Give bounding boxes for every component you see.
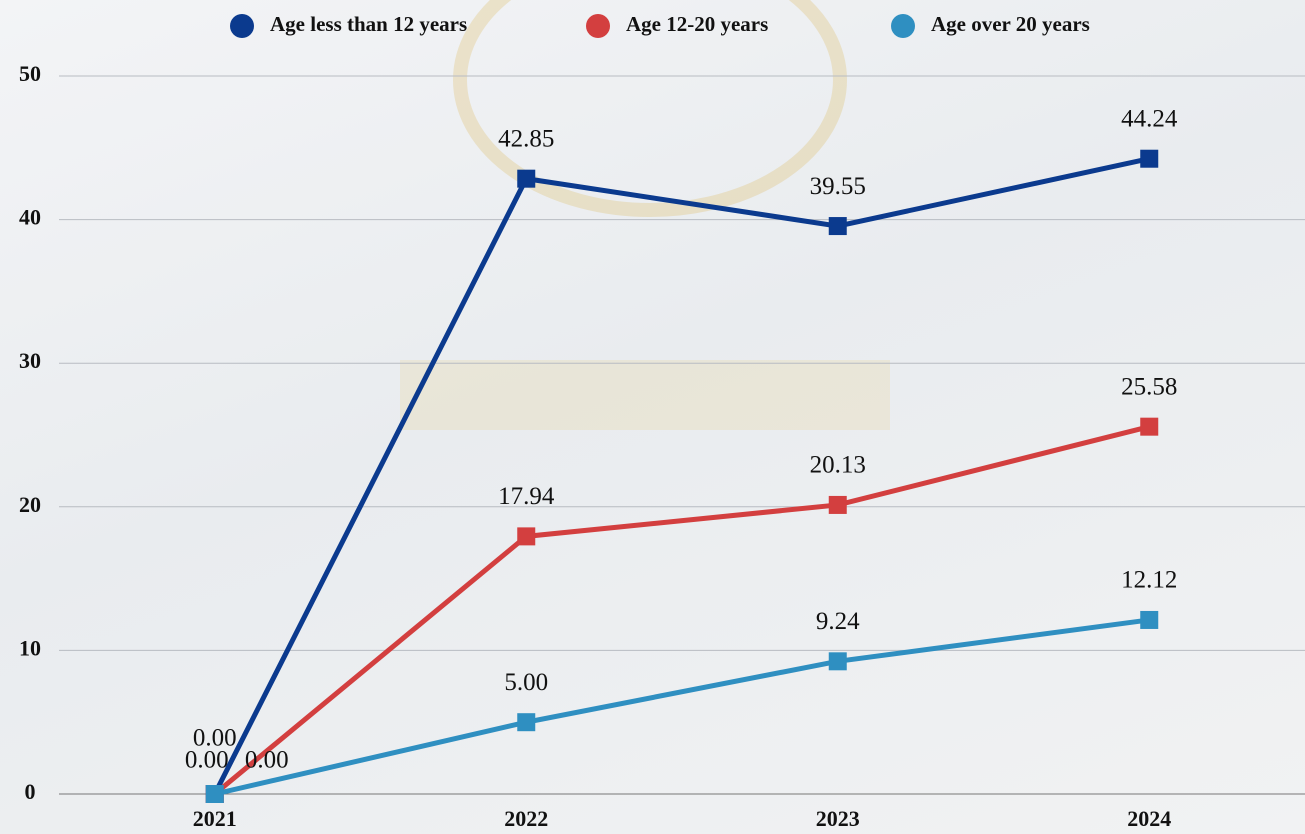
data-label: 39.55	[810, 173, 866, 200]
data-label: 0.00	[245, 747, 289, 774]
point-marker	[1140, 611, 1158, 629]
y-tick-label: 10	[19, 635, 41, 660]
point-marker	[829, 217, 847, 235]
point-marker	[829, 652, 847, 670]
data-label: 42.85	[498, 125, 554, 152]
point-marker	[829, 496, 847, 514]
series-line	[215, 620, 1150, 794]
watermark	[400, 0, 890, 430]
chart: 0 10 20 30 40 50 2021 2022 2023 2024 Age less than…	[0, 0, 1305, 834]
y-tick-label: 50	[19, 61, 41, 86]
data-label: 5.00	[504, 669, 548, 696]
legend-marker	[891, 14, 915, 38]
point-marker	[517, 527, 535, 545]
legend-marker	[230, 14, 254, 38]
point-marker	[206, 785, 224, 803]
point-marker	[1140, 150, 1158, 168]
data-label: 12.12	[1121, 567, 1177, 594]
x-tick-label: 2022	[504, 806, 548, 831]
x-tick-label: 2024	[1127, 806, 1171, 831]
data-label: 44.24	[1121, 105, 1178, 132]
series-line	[215, 159, 1150, 794]
legend-label: Age over 20 years	[931, 12, 1090, 36]
legend-label: Age less than 12 years	[270, 12, 467, 36]
point-marker	[517, 713, 535, 731]
x-tick-label: 2023	[816, 806, 860, 831]
legend-label: Age 12-20 years	[626, 12, 768, 36]
x-tick-label: 2021	[193, 806, 237, 831]
point-marker	[1140, 418, 1158, 436]
y-tick-label: 0	[25, 779, 36, 804]
y-tick-label: 40	[19, 205, 41, 230]
data-label: 17.94	[498, 483, 555, 510]
data-label: 25.58	[1121, 373, 1177, 400]
data-label: 9.24	[816, 608, 860, 635]
y-tick-label: 20	[19, 492, 41, 517]
legend-marker	[586, 14, 610, 38]
point-marker	[517, 170, 535, 188]
data-label: 20.13	[810, 452, 866, 479]
series-line	[215, 427, 1150, 794]
data-label: 0.00	[193, 725, 237, 752]
y-tick-label: 30	[19, 348, 41, 373]
